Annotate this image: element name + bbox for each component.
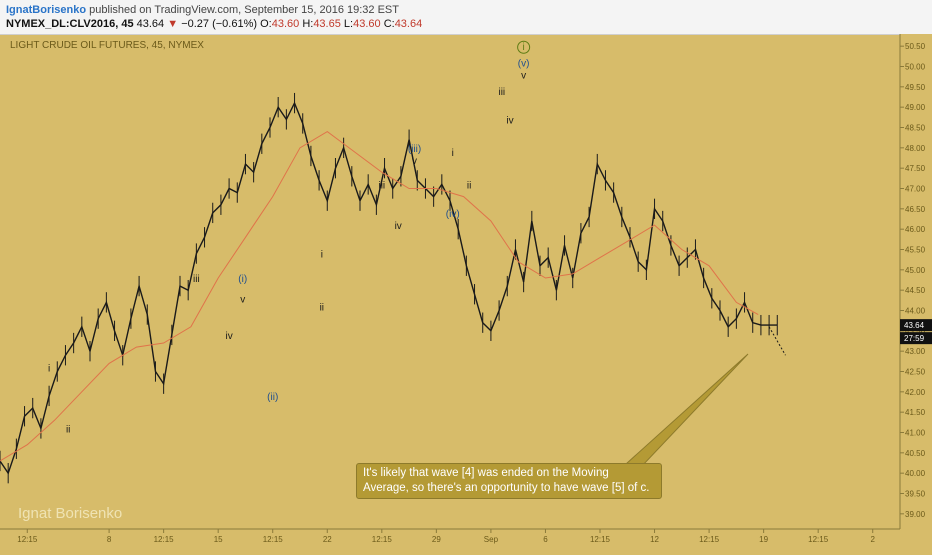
high-label: H: <box>302 18 314 30</box>
low-label: L: <box>343 18 354 30</box>
wave-label: (ii) <box>267 392 278 403</box>
x-tick-label: 2 <box>871 535 876 544</box>
wave-label: iv <box>395 221 402 232</box>
countdown-tag <box>900 332 932 345</box>
x-tick-label: 29 <box>432 535 441 544</box>
wave-label: i <box>321 250 323 261</box>
y-tick-label: 47.50 <box>905 164 926 173</box>
wave-label: (iii) <box>408 144 421 155</box>
x-tick-label: 12:15 <box>17 535 38 544</box>
published-text: published on TradingView.com, September … <box>89 4 399 16</box>
price-series-line <box>0 101 778 475</box>
countdown-tag-text: 27:59 <box>904 334 925 343</box>
x-tick-label: 12:15 <box>808 535 829 544</box>
y-tick-label: 42.00 <box>905 388 926 397</box>
annotation-pointer <box>624 353 749 467</box>
annotation-callout: It's likely that wave [4] was ended on t… <box>356 463 662 499</box>
high-value: 43.65 <box>313 18 341 30</box>
publish-line: IgnatBorisenko published on TradingView.… <box>6 4 399 16</box>
wave-label: v <box>521 71 526 82</box>
wave-label: iv <box>506 115 513 126</box>
author-link[interactable]: IgnatBorisenko <box>6 4 87 16</box>
low-value: 43.60 <box>353 18 381 30</box>
price-chart[interactable]: 50.50 50.00 49.50 49.00 48.50 48.00 47.50 47.00… <box>0 34 932 550</box>
y-tick-label: 44.00 <box>905 307 926 316</box>
ohlc-line: NYMEX_DL:CLV2016, 45 43.64 ▼ −0.27 (−0.6… <box>6 18 422 30</box>
y-tick-label: 39.00 <box>905 510 926 519</box>
wave-label: iii <box>378 181 385 192</box>
wave-label: i <box>48 364 50 375</box>
projection-line <box>768 326 786 356</box>
y-tick-label: 49.00 <box>905 103 926 112</box>
x-tick-label: 12:15 <box>154 535 175 544</box>
wave-label: (i) <box>238 274 247 285</box>
wave-circle-marker <box>517 40 531 54</box>
y-tick-label: 43.00 <box>905 347 926 356</box>
price-change: −0.27 (−0.61%) <box>181 18 258 30</box>
wave-label: ii <box>467 181 471 192</box>
y-tick-label: 45.50 <box>905 246 926 255</box>
x-tick-label: 12:15 <box>699 535 720 544</box>
wave-label: (v) <box>518 59 530 70</box>
x-tick-label: 22 <box>323 535 332 544</box>
wave-label: i <box>452 148 454 159</box>
y-tick-label: 50.00 <box>905 63 926 72</box>
x-tick-label: 15 <box>214 535 223 544</box>
y-tick-label: 45.00 <box>905 266 926 275</box>
wave-label: iv <box>225 331 232 342</box>
y-tick-label: 48.00 <box>905 144 926 153</box>
wave-label: (iv) <box>446 209 460 220</box>
wave-label: v <box>412 156 417 167</box>
y-tick-label: 47.00 <box>905 185 926 194</box>
open-label: O: <box>260 18 272 30</box>
x-tick-label: 12 <box>650 535 659 544</box>
y-tick-label: 42.50 <box>905 368 926 377</box>
moving-average-line <box>0 130 759 462</box>
last-price-tag-text: 43.64 <box>904 321 925 330</box>
last-price: 43.64 <box>136 18 165 30</box>
symbol-name: NYMEX_DL:CLV2016, 45 <box>6 18 134 30</box>
y-tick-label: 46.00 <box>905 225 926 234</box>
x-tick-label: 8 <box>107 535 112 544</box>
wave-label: iii <box>498 87 505 98</box>
y-tick-label: 46.50 <box>905 205 926 214</box>
y-tick-label: 41.00 <box>905 429 926 438</box>
wave-label: ii <box>320 303 324 314</box>
last-price-tag <box>900 319 932 332</box>
y-tick-label: 44.50 <box>905 286 926 295</box>
down-arrow-icon: ▼ <box>167 18 179 30</box>
chart-title: LIGHT CRUDE OIL FUTURES, 45, NYMEX <box>10 40 204 51</box>
y-tick-label: 40.00 <box>905 469 926 478</box>
y-tick-label: 40.50 <box>905 449 926 458</box>
open-value: 43.60 <box>271 18 300 30</box>
price-axis <box>900 34 932 550</box>
y-tick-label: 43.50 <box>905 327 926 336</box>
wave-label: i <box>523 42 525 53</box>
y-tick-label: 41.50 <box>905 408 926 417</box>
x-tick-label: 12:15 <box>263 535 284 544</box>
chart-area[interactable]: 50.50 50.00 49.50 49.00 48.50 48.00 47.50 47.00… <box>0 34 932 550</box>
watermark: Ignat Borisenko <box>18 505 123 522</box>
wave-label: ii <box>66 425 70 436</box>
x-tick-label: 12:15 <box>372 535 393 544</box>
close-label: C: <box>383 18 395 30</box>
y-tick-label: 50.50 <box>905 42 926 51</box>
x-tick-label: Sep <box>484 535 499 544</box>
wave-label: iii <box>193 274 200 285</box>
x-tick-label: 19 <box>759 535 768 544</box>
x-tick-label: 6 <box>543 535 548 544</box>
y-tick-label: 39.50 <box>905 490 926 499</box>
close-value: 43.64 <box>394 18 423 30</box>
y-tick-label: 49.50 <box>905 83 926 92</box>
y-tick-label: 48.50 <box>905 124 926 133</box>
wave-label: v <box>240 294 245 305</box>
publish-header: IgnatBorisenko published on TradingView.… <box>0 0 932 35</box>
x-tick-label: 12:15 <box>590 535 611 544</box>
